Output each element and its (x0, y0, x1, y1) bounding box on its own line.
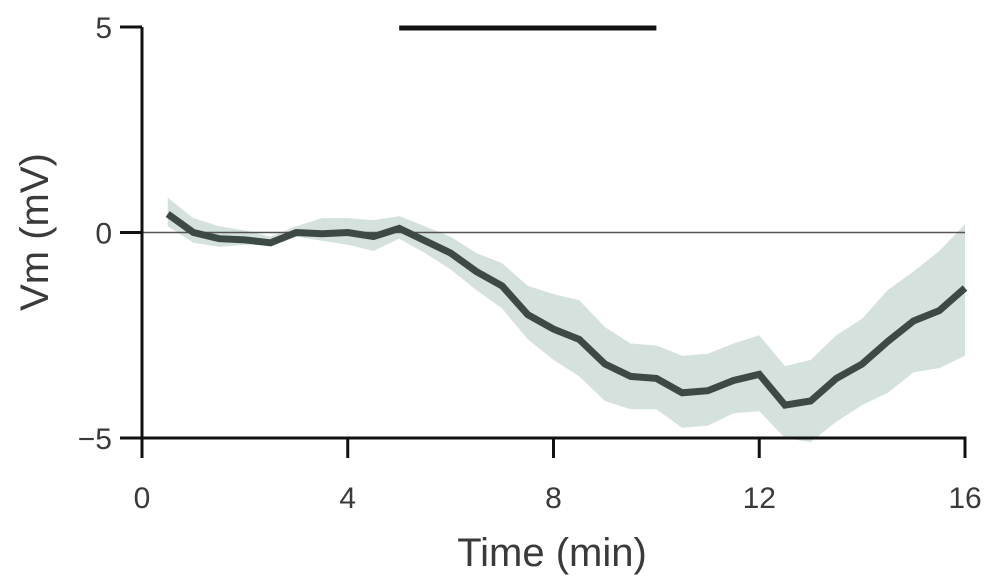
plot-area (142, 25, 968, 443)
y-axis-title: Vm (mV) (13, 153, 57, 311)
y-tick-label: 5 (95, 12, 112, 45)
y-tick-label: 0 (95, 218, 112, 251)
y-tick-label: −5 (78, 423, 112, 456)
axes (120, 25, 967, 458)
mean-line (165, 211, 968, 409)
x-tick-label: 12 (743, 482, 776, 515)
tick-labels: 0 4 8 12 16 5 0 −5 (78, 12, 982, 515)
x-tick-label: 8 (545, 482, 562, 515)
x-tick-label: 0 (134, 482, 151, 515)
x-axis-title: Time (min) (457, 531, 647, 575)
x-tick-label: 4 (339, 482, 356, 515)
x-tick-label: 16 (948, 482, 981, 515)
